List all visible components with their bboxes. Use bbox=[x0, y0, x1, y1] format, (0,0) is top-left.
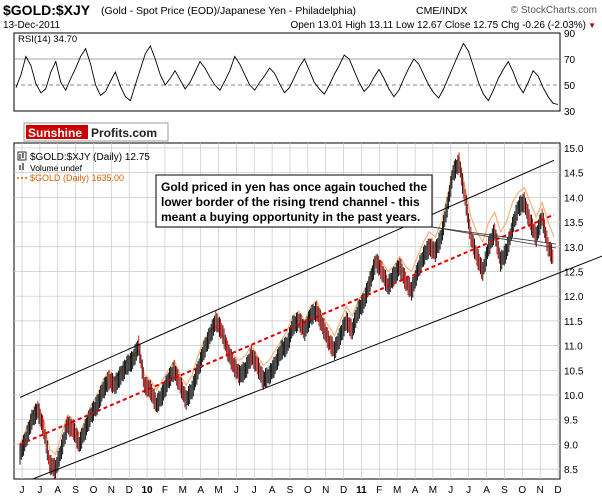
month-tick-label: J bbox=[252, 485, 257, 496]
month-tick-label: A bbox=[197, 485, 204, 496]
rsi-tick-label: 30 bbox=[564, 107, 576, 118]
ohlc-readout: Open 13.01 High 13.11 Low 12.67 Close 12… bbox=[290, 20, 586, 31]
month-tick-label: M bbox=[214, 485, 222, 496]
rsi-tick-label: 70 bbox=[564, 55, 576, 66]
month-tick-label: M bbox=[429, 485, 437, 496]
price-tick-label: 9.5 bbox=[564, 416, 578, 427]
month-tick-label: J bbox=[234, 485, 239, 496]
rsi-panel: 90 70 50 30 RSI(14) 34.70 bbox=[13, 29, 576, 118]
price-tick-label: 12.5 bbox=[564, 267, 584, 278]
rsi-tick-labels: 90 70 50 30 bbox=[564, 29, 576, 118]
symbol-description: (Gold - Spot Price (EOD)/Japanese Yen - … bbox=[101, 5, 356, 17]
legend-volume: Volume undef bbox=[30, 163, 83, 173]
mid-trendline bbox=[19, 213, 555, 446]
month-tick-label: A bbox=[483, 485, 490, 496]
annotation-line-1: Gold priced in yen has once again touche… bbox=[161, 180, 427, 194]
month-tick-label: D bbox=[554, 485, 561, 496]
month-tick-label: S bbox=[72, 485, 79, 496]
rsi-frame bbox=[13, 32, 561, 112]
rsi-tick-label: 50 bbox=[564, 81, 576, 92]
lower-channel-line bbox=[31, 255, 602, 479]
month-tick-label: S bbox=[287, 485, 294, 496]
price-tick-label: 11.5 bbox=[564, 317, 583, 328]
month-tick-label: 11 bbox=[356, 485, 367, 496]
annotation-pointer-lower bbox=[431, 226, 557, 249]
month-tick-label: O bbox=[90, 485, 98, 496]
month-tick-label: M bbox=[179, 485, 187, 496]
legend: $GOLD:$XJY (Daily) 12.75 Volume undef $G… bbox=[17, 151, 150, 183]
price-tick-label: 10.0 bbox=[564, 391, 584, 402]
rsi-title: RSI(14) 34.70 bbox=[18, 34, 77, 45]
rsi-grid bbox=[14, 58, 560, 86]
month-tick-label: A bbox=[54, 485, 61, 496]
price-tick-label: 11.0 bbox=[564, 342, 583, 353]
month-tick-label: D bbox=[340, 485, 347, 496]
upper-channel-line bbox=[19, 159, 555, 398]
month-tick-label: M bbox=[393, 485, 401, 496]
price-tick-label: 10.5 bbox=[564, 366, 584, 377]
price-legend-icon bbox=[17, 151, 27, 161]
month-tick-label: J bbox=[466, 485, 471, 496]
month-tick-label: 10 bbox=[142, 485, 154, 496]
month-tick-label: N bbox=[108, 485, 115, 496]
month-tick-label: J bbox=[37, 485, 42, 496]
price-tick-label: 12.0 bbox=[564, 292, 584, 303]
brand-part1: Sunshine bbox=[28, 126, 82, 140]
month-tick-label: F bbox=[376, 485, 382, 496]
month-tick-label: N bbox=[322, 485, 329, 496]
price-tick-label: 14.0 bbox=[564, 193, 584, 204]
legend-price: $GOLD:$XJY (Daily) 12.75 bbox=[30, 152, 150, 163]
month-tick-label: N bbox=[537, 485, 544, 496]
annotation-box bbox=[155, 174, 433, 228]
price-panel: 15.0 14.5 14.0 13.5 13.0 12.5 12.0 11.5 11.0 10.5… bbox=[13, 142, 602, 496]
month-tick-label: O bbox=[518, 485, 526, 496]
symbol-title: $GOLD:$XJY bbox=[3, 2, 91, 18]
month-tick-label: J bbox=[20, 485, 25, 496]
price-tick-label: 8.5 bbox=[564, 465, 578, 476]
legend-gold: $GOLD (Daily) 1635.00 bbox=[30, 173, 124, 183]
annotation-line-3: meant a buying opportunity in the past y… bbox=[161, 210, 420, 224]
month-tick-label: A bbox=[269, 485, 276, 496]
rsi-tick-label: 90 bbox=[564, 29, 576, 40]
month-tick-label: F bbox=[162, 485, 168, 496]
month-tick-label: A bbox=[412, 485, 419, 496]
price-tick-label: 15.0 bbox=[564, 144, 584, 155]
price-tick-label: 13.0 bbox=[564, 243, 584, 254]
price-tick-label: 14.5 bbox=[564, 169, 584, 180]
change-down-icon: ▼ bbox=[588, 21, 596, 30]
rsi-line bbox=[15, 42, 559, 105]
price-tick-label: 13.5 bbox=[564, 218, 584, 229]
annotation-line-2: lower border of the rising trend channel… bbox=[161, 195, 420, 209]
price-tick-label: 9.0 bbox=[564, 440, 578, 451]
annotation-pointer-upper bbox=[431, 226, 557, 245]
brand-logo: Sunshine Profits.com bbox=[23, 122, 169, 142]
price-tick-labels: 15.0 14.5 14.0 13.5 13.0 12.5 12.0 11.5 11.0 10.5… bbox=[564, 144, 584, 476]
brand-part2: Profits.com bbox=[91, 126, 157, 140]
month-tick-labels: J J A S O N D 10 F M A M J J A S O N D 11 F M A M J J A S O N D bbox=[20, 485, 562, 496]
month-tick-label: D bbox=[126, 485, 133, 496]
month-tick-label: S bbox=[501, 485, 508, 496]
month-tick-label: J bbox=[448, 485, 453, 496]
month-tick-label: O bbox=[304, 485, 312, 496]
date-label: 13-Dec-2011 bbox=[3, 20, 61, 31]
exchange-label: CME/INDX bbox=[416, 5, 467, 17]
volume-legend-icon bbox=[19, 165, 21, 170]
credit-label: © StockCharts.com bbox=[511, 5, 597, 16]
